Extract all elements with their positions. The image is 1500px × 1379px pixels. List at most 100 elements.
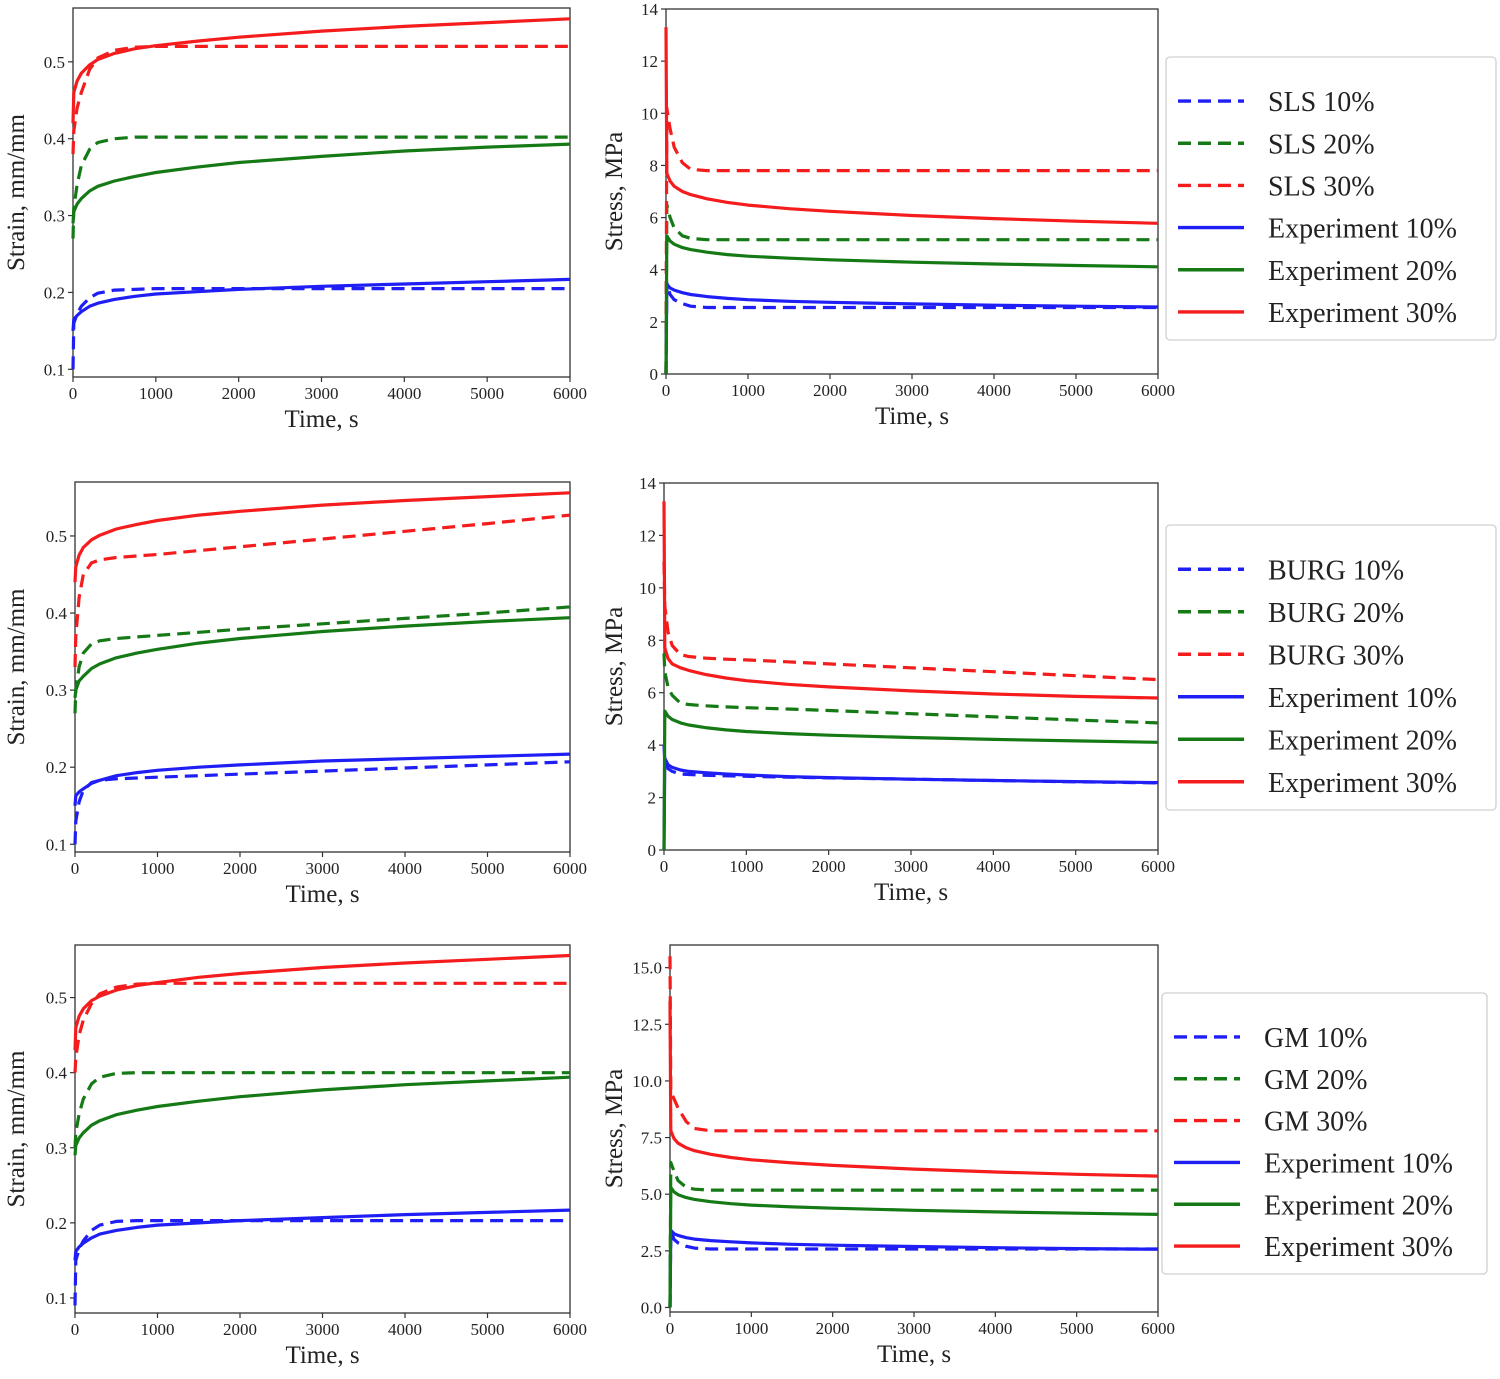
y-tick-label: 0.1 bbox=[44, 360, 65, 379]
x-tick-label: 4000 bbox=[387, 384, 421, 403]
series-line-experiment-20- bbox=[73, 1075, 571, 1156]
series-line-experiment-30- bbox=[71, 17, 571, 124]
x-tick-label: 1000 bbox=[141, 1320, 175, 1339]
legend-label: BURG 20% bbox=[1268, 598, 1404, 629]
x-tick-label: 3000 bbox=[897, 1319, 931, 1338]
y-tick-label: 4 bbox=[648, 736, 657, 755]
y-tick-label: 0.1 bbox=[46, 835, 67, 854]
y-axis-title: Stress, MPa bbox=[601, 132, 628, 251]
x-tick-label: 2000 bbox=[812, 857, 846, 876]
series-line-experiment-20- bbox=[71, 142, 571, 224]
series-line-experiment-30- bbox=[662, 501, 1159, 700]
plot-area bbox=[665, 8, 1159, 375]
legend-label: Experiment 20% bbox=[1268, 256, 1457, 287]
plot-area bbox=[72, 7, 571, 378]
series-line-burg-20- bbox=[662, 653, 1159, 725]
legend-label: Experiment 10% bbox=[1268, 683, 1457, 714]
plot-area bbox=[74, 481, 571, 853]
chart-panel-4: 0 1000 2000 3000 4000 5000 6000 0 2 4 6 8 10 12 14 Time… bbox=[601, 474, 1175, 906]
y-tick-label: 0.3 bbox=[46, 681, 67, 700]
y-tick-label: 0.3 bbox=[46, 1139, 67, 1158]
legend-label: Experiment 30% bbox=[1268, 768, 1457, 799]
legend-frame bbox=[1165, 56, 1497, 341]
y-axis-title: Strain, mm/mm bbox=[3, 1050, 30, 1208]
y-axis-title: Strain, mm/mm bbox=[3, 113, 30, 271]
legend-label: Experiment 10% bbox=[1264, 1148, 1453, 1179]
series-line-experiment-10- bbox=[662, 756, 1159, 851]
series-line-experiment-30- bbox=[668, 1001, 1159, 1178]
series-line-experiment-30- bbox=[73, 491, 571, 583]
y-tick-label: 0.4 bbox=[44, 130, 66, 149]
legend-label: Experiment 30% bbox=[1268, 298, 1457, 329]
x-tick-label: 2000 bbox=[223, 1320, 257, 1339]
y-tick-label: 8 bbox=[648, 631, 657, 650]
y-axis-title: Stress, MPa bbox=[601, 1069, 628, 1188]
series-line-burg-20- bbox=[73, 605, 571, 714]
series-line-burg-10- bbox=[73, 760, 571, 845]
y-tick-label: 10 bbox=[641, 104, 658, 123]
legend-2: BURG 10% BURG 20% BURG 30% Experiment 10% Ex… bbox=[1165, 524, 1497, 811]
y-tick-label: 2 bbox=[650, 313, 659, 332]
x-tick-label: 5000 bbox=[470, 384, 504, 403]
x-tick-label: 0 bbox=[69, 384, 78, 403]
chart-panel-3: 0 1000 2000 3000 4000 5000 6000 0.1 0.2 0.3 0.4 0.5… bbox=[3, 481, 587, 908]
legend-label: GM 30% bbox=[1264, 1107, 1367, 1138]
x-axis-title: Time, s bbox=[874, 879, 948, 906]
legend-label: SLS 10% bbox=[1268, 87, 1375, 118]
y-tick-label: 7.5 bbox=[641, 1129, 662, 1148]
y-tick-label: 0.2 bbox=[46, 1214, 67, 1233]
y-axis-title: Strain, mm/mm bbox=[3, 588, 30, 746]
x-tick-label: 6000 bbox=[553, 384, 587, 403]
x-tick-label: 1000 bbox=[731, 381, 765, 400]
x-axis-title: Time, s bbox=[285, 1342, 359, 1369]
y-tick-label: 0.1 bbox=[46, 1289, 67, 1308]
y-tick-label: 6 bbox=[648, 684, 657, 703]
y-tick-label: 0 bbox=[648, 841, 657, 860]
series-line-experiment-10- bbox=[668, 1228, 1159, 1308]
x-tick-label: 1000 bbox=[139, 384, 173, 403]
x-tick-label: 1000 bbox=[729, 857, 763, 876]
x-tick-label: 0 bbox=[71, 859, 80, 878]
y-tick-label: 0.5 bbox=[46, 989, 67, 1008]
series-line-sls-20- bbox=[71, 135, 570, 239]
y-tick-label: 12.5 bbox=[632, 1015, 662, 1034]
chart-panel-6: 0 1000 2000 3000 4000 5000 6000 0.0 2.5 5.0 7.5 10.… bbox=[601, 944, 1175, 1368]
legend-label: Experiment 10% bbox=[1268, 214, 1457, 245]
x-tick-label: 5000 bbox=[471, 1320, 505, 1339]
x-tick-label: 0 bbox=[660, 857, 669, 876]
y-tick-label: 14 bbox=[641, 0, 659, 19]
x-tick-label: 0 bbox=[662, 381, 671, 400]
plot-area bbox=[74, 944, 571, 1314]
chart-panel-2: 0 1000 2000 3000 4000 5000 6000 0 2 4 6 8 10 12 14 Time… bbox=[601, 0, 1175, 430]
series-line-experiment-20- bbox=[662, 709, 1159, 851]
x-tick-label: 6000 bbox=[553, 1320, 587, 1339]
y-tick-label: 15.0 bbox=[632, 959, 662, 978]
x-tick-label: 6000 bbox=[553, 859, 587, 878]
y-tick-label: 5.0 bbox=[641, 1185, 662, 1204]
x-tick-label: 3000 bbox=[306, 859, 340, 878]
x-tick-label: 6000 bbox=[1141, 857, 1175, 876]
series-line-experiment-20- bbox=[664, 234, 1159, 375]
legend-frame bbox=[1165, 524, 1497, 811]
x-tick-label: 3000 bbox=[895, 381, 929, 400]
legend-label: GM 10% bbox=[1264, 1023, 1367, 1054]
series-line-experiment-10- bbox=[73, 1208, 571, 1261]
y-tick-label: 10 bbox=[639, 579, 656, 598]
series-line-experiment-30- bbox=[664, 27, 1159, 225]
plot-area bbox=[669, 944, 1159, 1313]
series-line-gm-20- bbox=[668, 1160, 1158, 1308]
x-tick-label: 5000 bbox=[1059, 857, 1093, 876]
series-line-experiment-20- bbox=[73, 616, 571, 698]
y-tick-label: 2.5 bbox=[641, 1242, 662, 1261]
x-tick-label: 5000 bbox=[471, 859, 505, 878]
x-tick-label: 0 bbox=[71, 1320, 80, 1339]
legend-label: Experiment 30% bbox=[1264, 1232, 1453, 1263]
series-line-experiment-20- bbox=[668, 1185, 1159, 1308]
legend-label: SLS 20% bbox=[1268, 129, 1375, 160]
series-line-gm-10- bbox=[668, 1228, 1158, 1308]
series-line-experiment-10- bbox=[71, 277, 571, 332]
series-line-experiment-30- bbox=[73, 953, 571, 1051]
series-line-gm-30- bbox=[668, 956, 1158, 1133]
x-tick-label: 5000 bbox=[1059, 381, 1093, 400]
